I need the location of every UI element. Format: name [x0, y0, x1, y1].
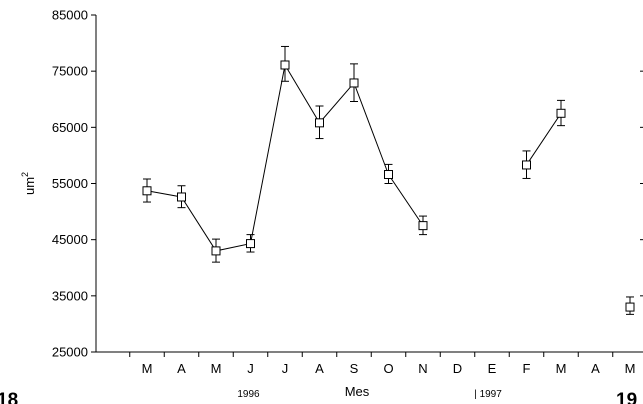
x-tick-label: M — [625, 361, 636, 376]
x-tick-label: A — [591, 361, 600, 376]
x-tick-label: D — [453, 361, 462, 376]
data-point — [384, 170, 393, 180]
year-label: 1996 — [237, 389, 260, 400]
y-tick-label: 55000 — [52, 176, 88, 191]
data-point — [211, 246, 221, 256]
y-tick-label: 85000 — [52, 8, 88, 23]
x-tick-label: O — [383, 361, 393, 376]
axes: 25000 35000 45000 55000 65000 75000 85000 M A M J… — [52, 8, 643, 376]
y-tick-label: 65000 — [52, 120, 88, 135]
data-point — [142, 186, 152, 196]
data-point — [315, 118, 324, 128]
y-axis-label-text: um — [22, 177, 37, 195]
y-tick-label: 45000 — [52, 232, 88, 247]
data-point — [418, 221, 428, 231]
y-tick-label: 25000 — [52, 345, 88, 360]
y-ticks: 25000 35000 45000 55000 65000 75000 85000 — [52, 8, 96, 360]
data-point — [177, 192, 186, 202]
x-tick-label: A — [315, 361, 324, 376]
series-line — [526, 113, 562, 166]
series-line — [146, 63, 424, 252]
data-point — [349, 78, 359, 88]
data-point — [522, 160, 531, 170]
year-labels: 1996 | 1997 — [237, 389, 502, 400]
x-tick-label: J — [282, 361, 289, 376]
x-tick-label: M — [556, 361, 567, 376]
edge-label-left: 18 — [0, 390, 18, 404]
x-tick-label: M — [142, 361, 153, 376]
data-point — [625, 302, 635, 312]
x-tick-label: F — [523, 361, 531, 376]
y-axis-label-superscript: 2 — [20, 172, 30, 177]
x-tick-label: M — [211, 361, 222, 376]
data-point — [556, 108, 566, 118]
series — [142, 45, 635, 315]
data-point — [246, 239, 255, 249]
edge-label-right: 19 — [616, 390, 637, 404]
x-axis-label: Mes — [345, 384, 370, 399]
x-tick-label: S — [350, 361, 359, 376]
x-tick-label: E — [488, 361, 497, 376]
x-tick-label: J — [247, 361, 254, 376]
data-point — [280, 60, 290, 70]
y-tick-label: 35000 — [52, 288, 88, 303]
year-label: | 1997 — [474, 389, 502, 400]
y-tick-label: 75000 — [52, 64, 88, 79]
y-axis-label: um2 — [20, 172, 37, 195]
x-tick-label: N — [418, 361, 427, 376]
x-tick-label: A — [177, 361, 186, 376]
